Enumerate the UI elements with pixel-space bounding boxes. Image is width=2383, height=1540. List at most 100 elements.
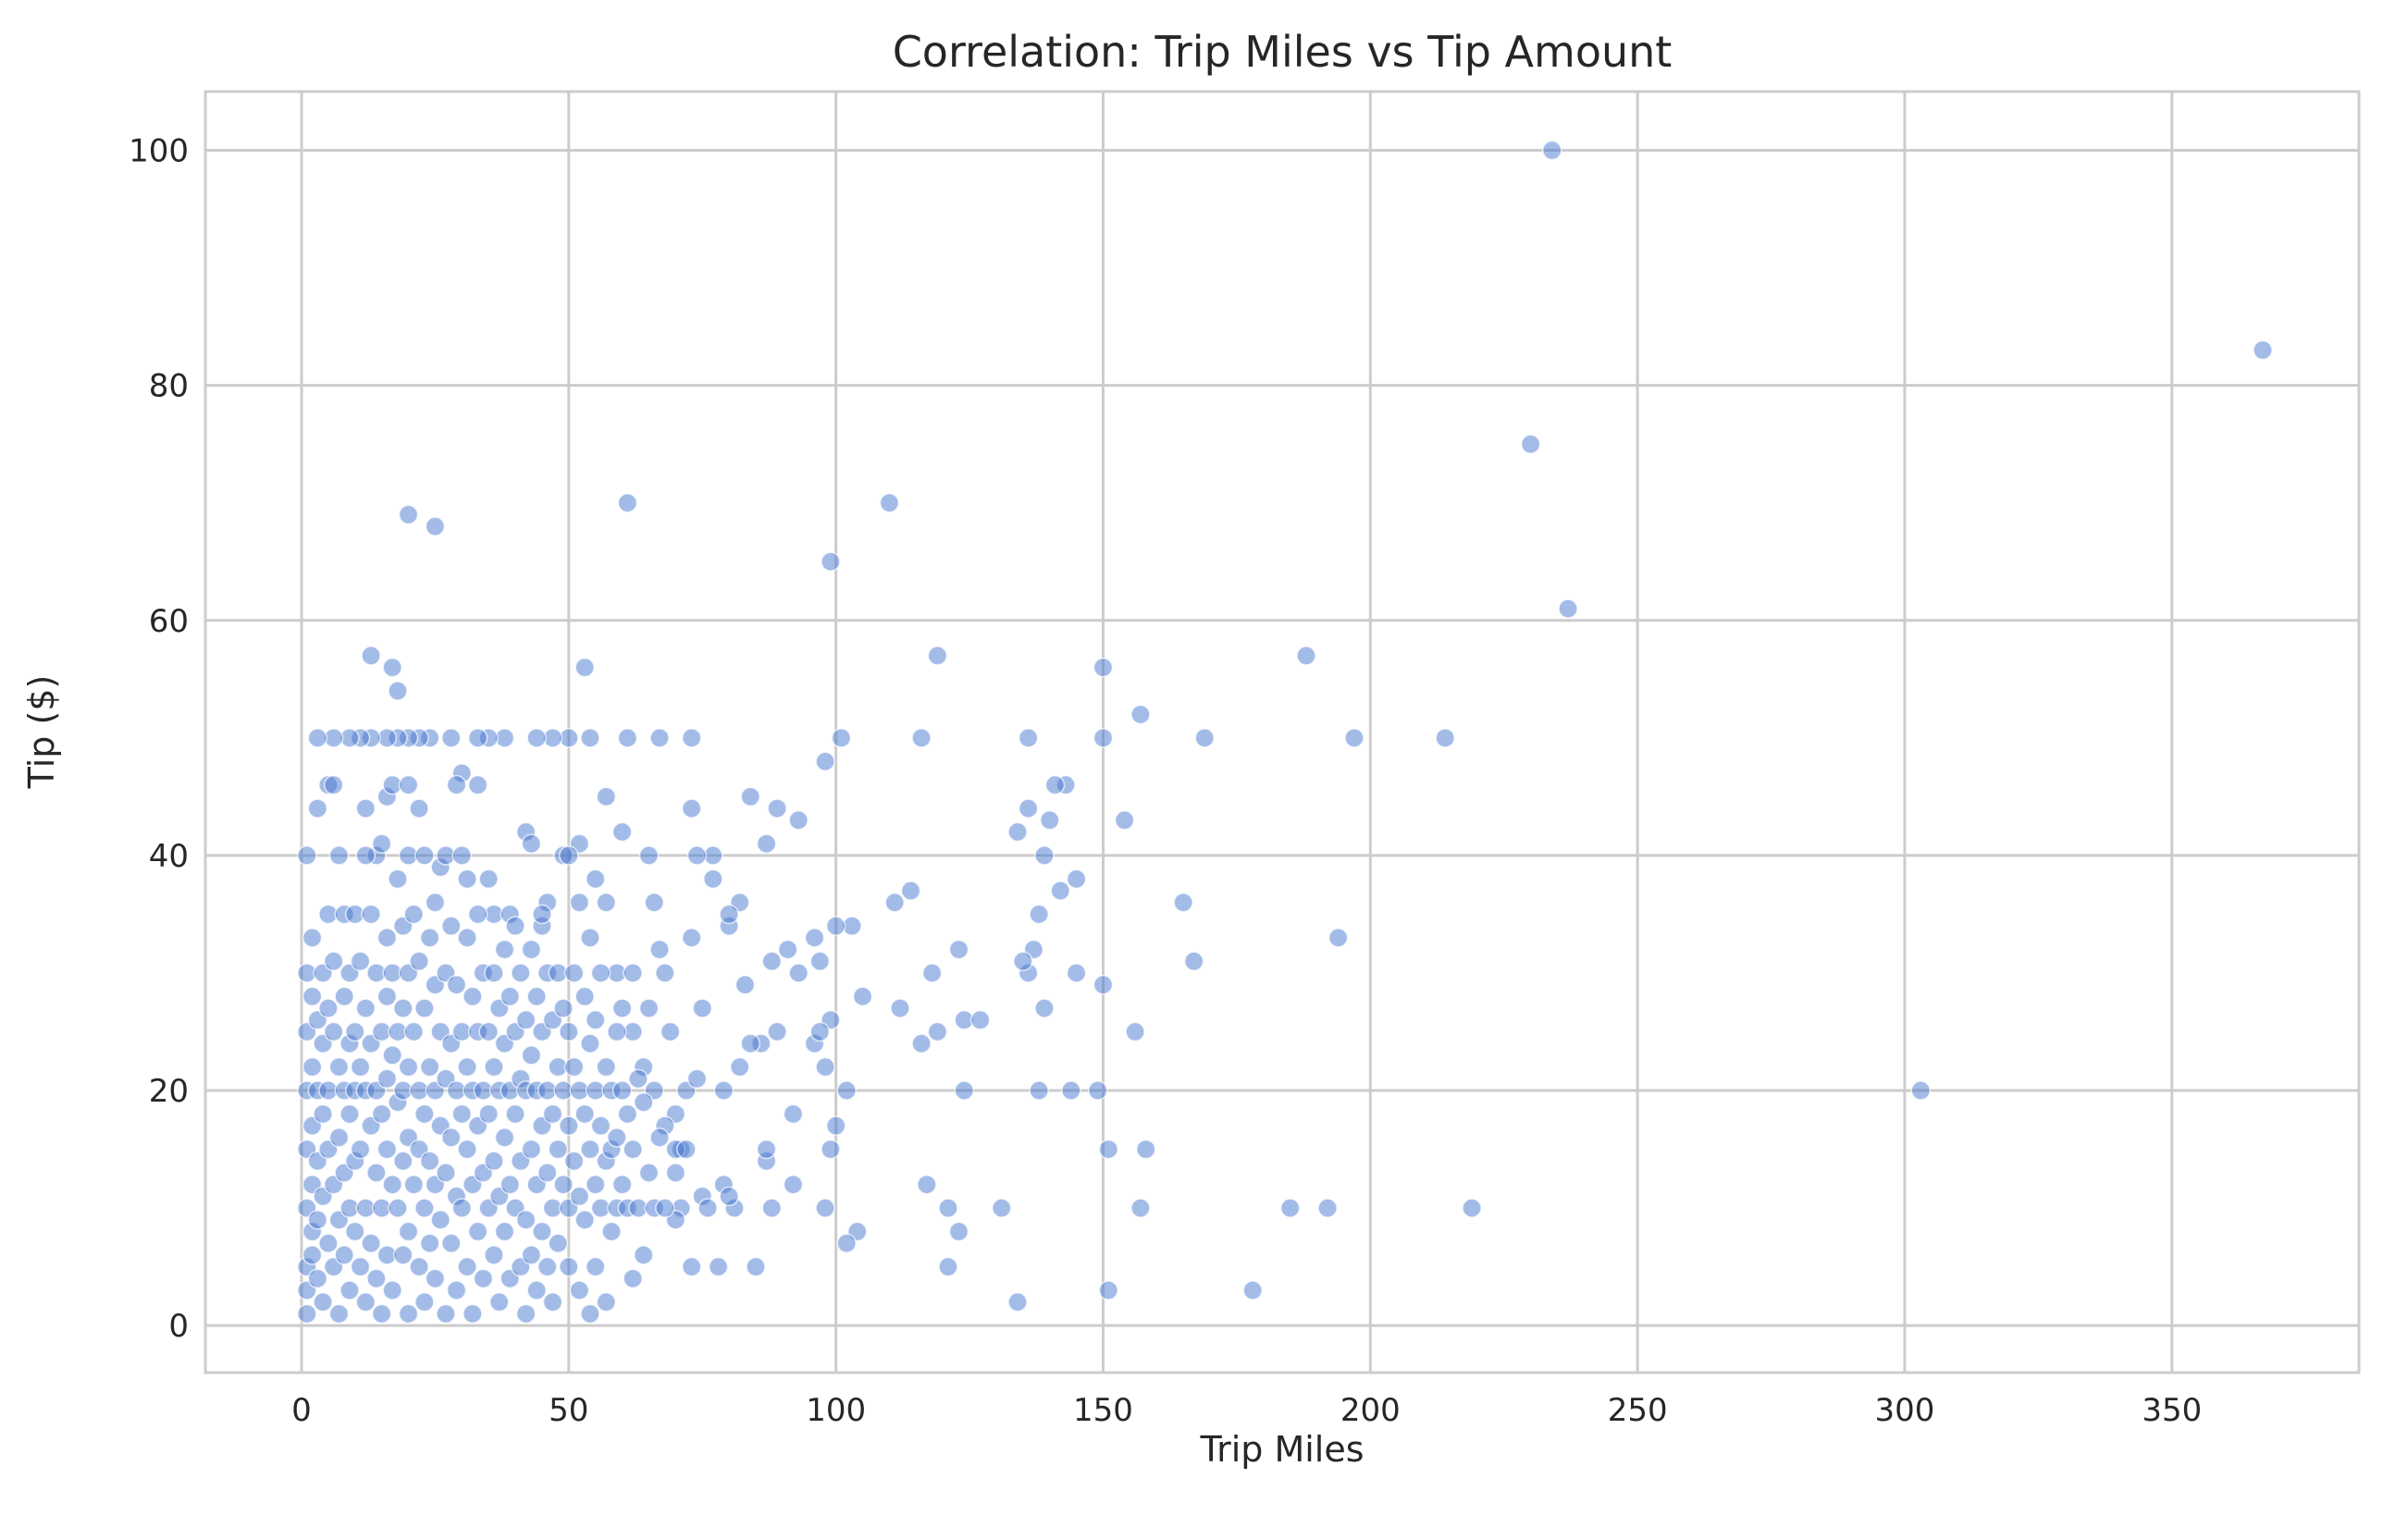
data-point (665, 1163, 686, 1183)
data-point (590, 963, 611, 983)
data-point (890, 998, 910, 1018)
data-point (788, 963, 809, 983)
data-point (1066, 963, 1087, 983)
data-point (719, 1186, 739, 1207)
data-point (323, 951, 344, 972)
data-point (307, 728, 328, 748)
data-point (494, 939, 515, 960)
data-point (767, 1021, 787, 1042)
data-point (436, 1303, 456, 1324)
data-point (879, 492, 900, 513)
data-point (334, 986, 354, 1007)
data-point (302, 1245, 323, 1265)
y-tick-label: 60 (149, 603, 189, 640)
data-point (927, 1021, 948, 1042)
data-point (756, 1139, 777, 1160)
x-axis-label: Trip Miles (1199, 1429, 1364, 1470)
data-point (1344, 728, 1364, 748)
data-point (574, 1210, 595, 1230)
data-point (559, 1256, 579, 1277)
data-point (607, 1127, 627, 1148)
data-point (542, 1103, 563, 1125)
data-point (1114, 810, 1135, 831)
data-point (938, 1198, 958, 1218)
data-point (638, 1163, 660, 1183)
data-point (553, 1174, 574, 1195)
data-point (328, 1056, 350, 1078)
data-point (740, 1033, 760, 1053)
data-point (467, 728, 488, 748)
data-point (484, 963, 504, 983)
data-point (921, 963, 943, 983)
data-point (446, 774, 467, 795)
data-point (478, 869, 499, 890)
data-point (809, 951, 831, 972)
data-point (1317, 1198, 1338, 1218)
data-point (488, 1292, 510, 1312)
data-point (382, 1174, 402, 1195)
data-point (371, 1303, 392, 1324)
data-point (681, 798, 702, 819)
data-point (1093, 974, 1114, 995)
data-point (328, 1303, 350, 1324)
data-point (500, 1174, 521, 1195)
data-point (804, 928, 825, 948)
data-point (676, 1139, 697, 1160)
data-point (991, 1198, 1012, 1218)
data-point (436, 1163, 456, 1183)
data-point (350, 1139, 371, 1160)
data-point (559, 1115, 579, 1136)
data-point (478, 1021, 499, 1042)
data-point (686, 1068, 708, 1090)
data-point (927, 646, 948, 666)
data-point (580, 1303, 600, 1324)
data-point (1125, 1021, 1145, 1042)
data-point (585, 869, 606, 890)
data-point (537, 1163, 558, 1183)
data-point (638, 998, 660, 1018)
data-point (954, 1080, 975, 1101)
data-point (425, 892, 446, 913)
data-point (767, 798, 787, 819)
data-point (948, 939, 969, 960)
data-point (574, 986, 595, 1007)
data-point (821, 551, 841, 573)
data-point (419, 1233, 440, 1253)
data-point (681, 1256, 702, 1277)
data-point (708, 1256, 729, 1277)
data-point (825, 1115, 846, 1136)
data-point (350, 951, 371, 972)
data-point (1093, 728, 1114, 748)
data-point (340, 1280, 360, 1300)
data-point (409, 951, 429, 972)
data-point (2253, 339, 2273, 361)
data-point (297, 845, 317, 866)
data-point (505, 1103, 525, 1125)
x-tick-label: 100 (806, 1392, 866, 1429)
data-point (457, 869, 477, 890)
data-point (836, 1080, 857, 1101)
data-point (350, 1256, 371, 1277)
data-point (809, 1021, 831, 1042)
data-point (638, 845, 660, 866)
y-tick-label: 20 (149, 1073, 189, 1110)
data-point (788, 810, 809, 831)
data-point (440, 916, 462, 936)
data-point (548, 1233, 569, 1253)
data-point (425, 1268, 446, 1289)
data-point (1034, 998, 1055, 1018)
data-point (633, 1092, 654, 1113)
data-point (467, 1221, 488, 1242)
data-point (446, 974, 467, 995)
data-point (328, 845, 350, 866)
data-point (377, 986, 398, 1007)
data-point (580, 728, 600, 748)
data-point (419, 928, 440, 948)
data-point (1066, 869, 1087, 890)
data-point (526, 1280, 547, 1300)
data-point (585, 1010, 606, 1030)
data-point (521, 939, 542, 960)
data-point (692, 998, 712, 1018)
data-point (511, 963, 531, 983)
data-point (392, 1245, 414, 1265)
